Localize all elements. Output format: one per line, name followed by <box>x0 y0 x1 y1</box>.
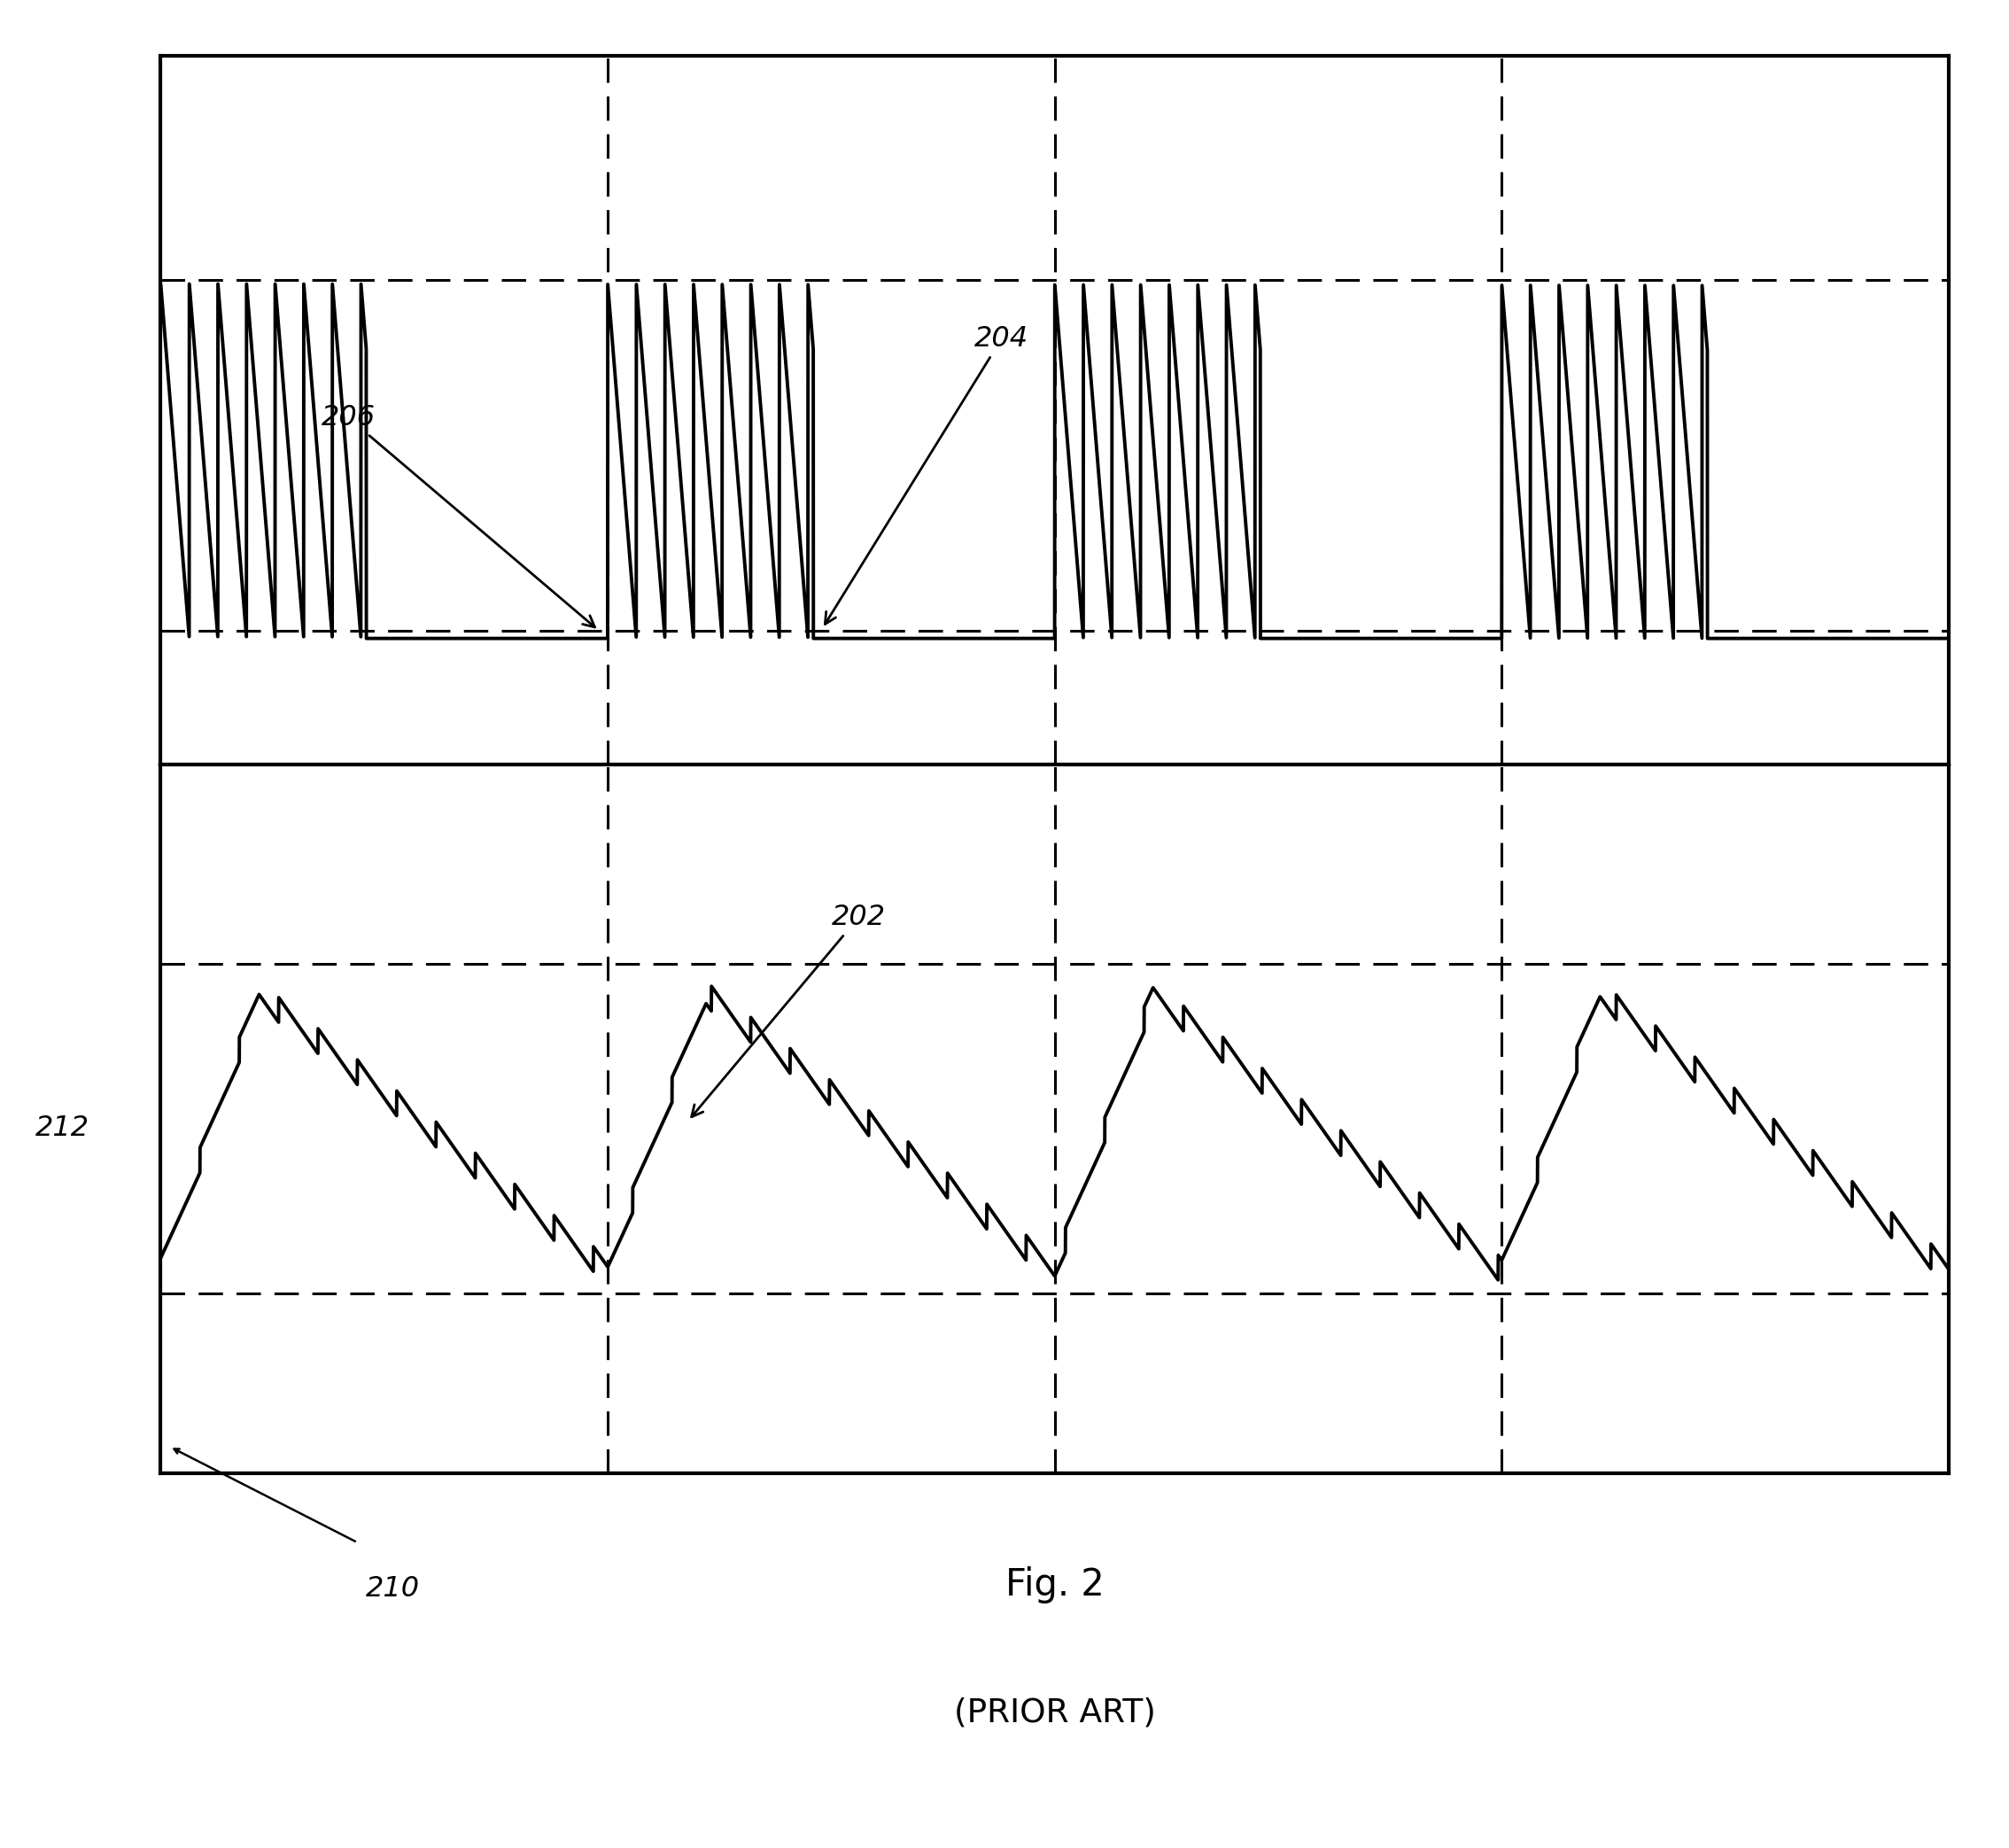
Text: (PRIOR ART): (PRIOR ART) <box>954 1696 1155 1728</box>
Text: 206: 206 <box>321 405 595 626</box>
Text: 202: 202 <box>691 904 886 1116</box>
Text: 212: 212 <box>36 1114 90 1142</box>
Text: Fig. 2: Fig. 2 <box>1004 1567 1105 1604</box>
Text: 210: 210 <box>366 1574 420 1602</box>
Text: 204: 204 <box>826 325 1029 625</box>
